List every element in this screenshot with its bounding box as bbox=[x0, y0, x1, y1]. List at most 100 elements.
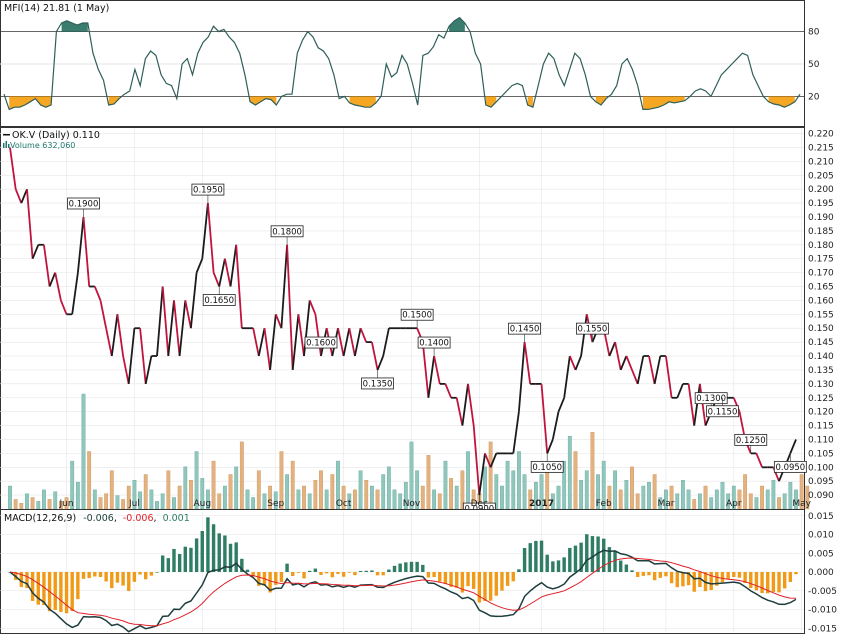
price-segment bbox=[512, 411, 520, 454]
macd-histogram-bar bbox=[245, 569, 250, 572]
macd-histogram-bar bbox=[794, 572, 798, 575]
volume-bar bbox=[104, 493, 109, 510]
price-segment bbox=[472, 425, 481, 496]
volume-bar bbox=[805, 485, 810, 510]
mfi-overbought-fill bbox=[449, 17, 465, 32]
volume-bar bbox=[488, 441, 493, 510]
volume-bar bbox=[522, 474, 527, 510]
volume-bar bbox=[618, 489, 623, 510]
volume-bar bbox=[647, 481, 651, 510]
price-segment bbox=[421, 342, 430, 398]
macd-tick-label: -0.010 bbox=[808, 606, 837, 616]
volume-bar bbox=[709, 497, 714, 510]
price-tick-label: 0.130 bbox=[808, 380, 834, 390]
price-tick-label: 0.195 bbox=[808, 199, 834, 209]
macd-histogram-bar bbox=[104, 572, 108, 582]
price-segment bbox=[636, 355, 645, 385]
macd-histogram-bar bbox=[494, 572, 499, 596]
price-segment bbox=[354, 328, 362, 357]
price-segment bbox=[676, 383, 684, 399]
price-segment bbox=[207, 203, 215, 273]
mfi-tick-label: 80 bbox=[808, 28, 820, 38]
price-tick-label: 0.105 bbox=[808, 449, 834, 459]
volume-bar bbox=[697, 493, 702, 510]
macd-histogram-bar bbox=[596, 536, 600, 572]
macd-histogram-bar bbox=[25, 572, 29, 589]
macd-panel: 0.015 0.010 0.005 0.000 -0.005 -0.010 -0.015 M… bbox=[0, 509, 837, 634]
volume-bar bbox=[681, 480, 685, 510]
price-tick-label: 0.190 bbox=[808, 213, 834, 223]
volume-bar bbox=[189, 480, 193, 510]
price-segment bbox=[427, 355, 435, 398]
macd-histogram-bar bbox=[319, 572, 323, 575]
price-tick-label: 0.120 bbox=[808, 408, 834, 418]
volume-bar bbox=[777, 497, 781, 510]
volume-bar bbox=[177, 485, 182, 510]
volume-bar bbox=[454, 485, 459, 510]
price-segment bbox=[286, 244, 294, 370]
macd-histogram-bar bbox=[98, 572, 103, 578]
price-segment bbox=[563, 355, 571, 398]
price-annotation-label: 0.1650 bbox=[204, 296, 234, 306]
volume-bar bbox=[330, 474, 335, 510]
macd-histogram-bar bbox=[370, 570, 374, 572]
macd-histogram-bar bbox=[760, 572, 764, 594]
macd-histogram-bar bbox=[217, 533, 221, 572]
mfi-oversold-fill bbox=[108, 96, 120, 106]
price-segment bbox=[218, 258, 226, 287]
volume-bar bbox=[234, 466, 239, 510]
price-segment bbox=[229, 244, 238, 287]
price-segment bbox=[297, 314, 305, 357]
price-segment bbox=[308, 300, 317, 315]
macd-histogram-bar bbox=[488, 572, 493, 601]
price-segment bbox=[291, 314, 300, 370]
price-tick-label: 0.150 bbox=[808, 324, 834, 334]
macd-histogram-bar bbox=[466, 572, 470, 587]
price-segment bbox=[167, 300, 175, 357]
price-segment bbox=[433, 355, 441, 385]
macd-histogram-bar bbox=[166, 558, 171, 572]
macd-header-signal-value: -0.006 bbox=[123, 513, 154, 524]
volume-bar bbox=[211, 460, 216, 510]
volume-bar bbox=[115, 495, 120, 510]
price-annotation: 0.1150 bbox=[706, 397, 739, 417]
x-axis-label: 2017 bbox=[529, 499, 554, 509]
volume-bar bbox=[121, 499, 125, 510]
price-segment bbox=[755, 453, 763, 468]
macd-histogram-bar bbox=[669, 572, 674, 584]
price-annotation: 0.1550 bbox=[576, 322, 609, 343]
mfi-oversold-fill bbox=[768, 96, 795, 108]
price-segment bbox=[382, 328, 390, 357]
volume-bar bbox=[296, 489, 301, 510]
volume-bar bbox=[511, 470, 516, 510]
macd-histogram-bar bbox=[228, 543, 233, 572]
price-segment bbox=[122, 355, 130, 385]
price-segment bbox=[43, 244, 51, 287]
price-annotation: 0.1050 bbox=[530, 453, 564, 473]
volume-legend-icon bbox=[3, 141, 10, 148]
macd-tick-label: -0.015 bbox=[808, 624, 837, 634]
macd-panel-frame bbox=[0, 509, 805, 634]
volume-bar bbox=[426, 455, 431, 510]
volume-bar bbox=[81, 393, 86, 510]
x-axis-label: Aug bbox=[193, 499, 211, 509]
volume-bar bbox=[686, 489, 691, 510]
macd-histogram-bar bbox=[177, 554, 182, 572]
mfi-oversold-fill bbox=[9, 96, 52, 110]
volume-bar bbox=[172, 497, 176, 510]
macd-histogram-bar bbox=[579, 542, 583, 572]
volume-bar bbox=[53, 491, 58, 510]
price-segment bbox=[144, 355, 153, 385]
volume-bar bbox=[556, 485, 561, 510]
price-segment bbox=[26, 189, 34, 259]
volume-bar bbox=[675, 493, 680, 510]
price-segment bbox=[201, 203, 209, 259]
price-segment bbox=[540, 383, 549, 454]
macd-histogram-bar bbox=[692, 572, 696, 592]
macd-histogram-bar bbox=[324, 572, 329, 574]
price-tick-label: 0.170 bbox=[808, 269, 834, 279]
volume-bar bbox=[584, 470, 589, 510]
price-segment bbox=[648, 355, 656, 385]
volume-bar bbox=[369, 485, 374, 510]
price-annotation-label: 0.1050 bbox=[532, 463, 562, 473]
